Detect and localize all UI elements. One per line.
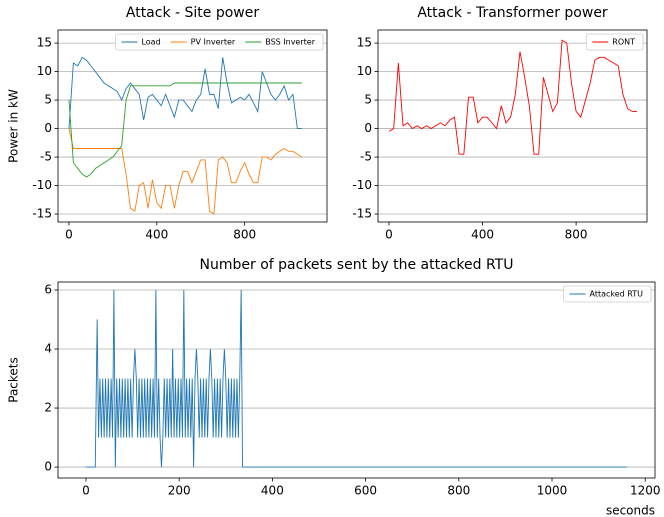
y-tick-label: -15 [32,207,52,221]
legend-box [115,33,324,51]
x-tick-label: 800 [565,228,588,242]
x-tick-label: 0 [65,228,73,242]
series-line [85,289,627,468]
y-axis-label: Packets [7,357,21,403]
chart-title: Attack - Site power [126,5,259,21]
legend-label: Load [141,38,160,47]
axes-frame [57,281,656,479]
y-tick-label: 6 [44,282,52,296]
y-tick-label: 4 [44,342,52,356]
y-tick-label: -5 [40,150,52,164]
x-tick-label: 600 [354,484,377,498]
series-line [68,82,302,178]
series-line [388,39,637,155]
legend-label: BSS Inverter [265,38,315,47]
legend: Load PV Inverter BSS Inverter [115,33,324,51]
series-line [68,128,302,215]
x-tick-label: 400 [145,228,168,242]
y-tick-label: 10 [357,64,372,78]
chart-title: Number of packets sent by the attacked R… [200,257,514,273]
x-axis-label: seconds [606,504,655,517]
y-tick-label: -10 [32,178,52,192]
y-tick-label: 2 [44,401,52,415]
x-tick-label: 400 [471,228,494,242]
y-tick-label: 0 [44,121,52,135]
y-tick-label: 0 [364,121,372,135]
legend-label: Attacked RTU [589,290,643,299]
y-tick-label: 5 [364,93,372,107]
y-tick-label: -5 [360,150,372,164]
legend-box [563,285,652,303]
chart-title: Attack - Transformer power [417,5,608,21]
y-tick-label: 10 [37,64,52,78]
y-axis-label: Power in kW [7,89,21,163]
y-tick-label: 0 [44,460,52,474]
y-tick-label: 15 [357,36,372,50]
x-tick-label: 1200 [630,484,661,498]
x-tick-label: 800 [233,228,256,242]
x-tick-label: 1000 [537,484,568,498]
y-tick-label: 15 [37,36,52,50]
legend-label: PV Inverter [191,38,236,47]
axes-frame [377,29,648,223]
y-tick-label: -15 [352,207,372,221]
x-tick-label: 0 [385,228,393,242]
axes-frame [57,29,328,223]
x-tick-label: 200 [168,484,191,498]
legend: RONT [585,33,644,51]
x-tick-label: 0 [82,484,90,498]
y-tick-label: 5 [44,93,52,107]
x-tick-label: 800 [447,484,470,498]
legend-box [585,33,644,51]
y-tick-label: -10 [352,178,372,192]
x-tick-label: 400 [261,484,284,498]
series-line [68,56,302,130]
legend-label: RONT [612,38,635,47]
legend: Attacked RTU [563,285,652,303]
